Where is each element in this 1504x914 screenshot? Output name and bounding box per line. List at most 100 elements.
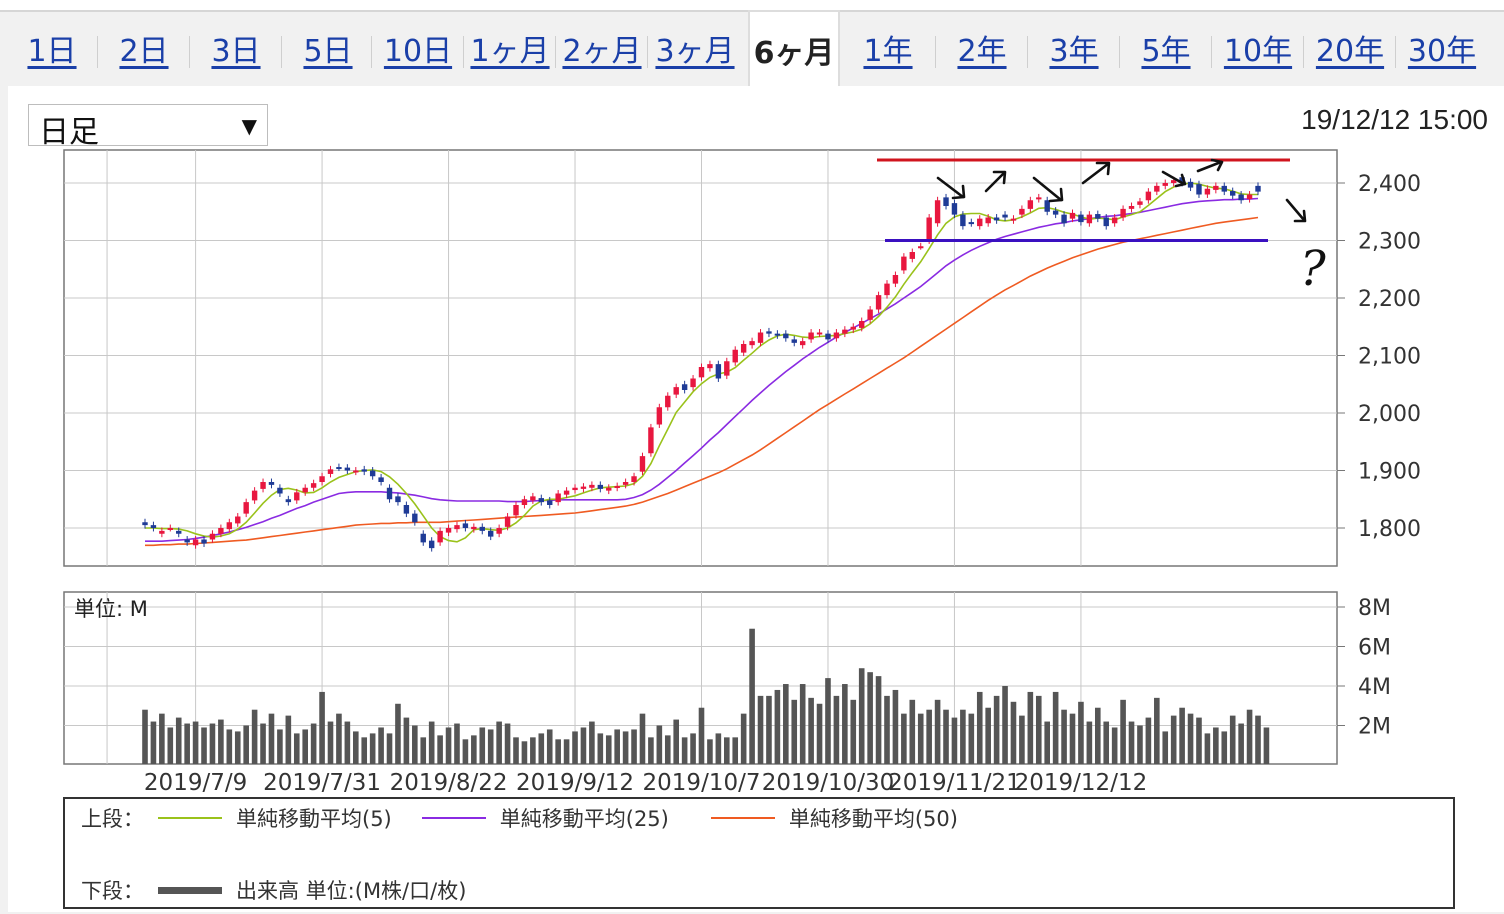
volume-bar — [268, 713, 275, 764]
candle-body — [1196, 184, 1202, 195]
volume-bar — [218, 719, 224, 764]
candle-body — [361, 469, 367, 472]
candle-body — [378, 477, 384, 482]
candle-body — [184, 539, 190, 543]
candle-body — [943, 197, 949, 206]
candle-body — [319, 476, 325, 482]
tab-period-2[interactable]: 3日 — [211, 34, 261, 69]
candle-body — [555, 493, 561, 503]
volume-bar — [538, 733, 545, 764]
tab-separator — [647, 36, 648, 68]
volume-bar — [513, 737, 519, 764]
candle-body — [884, 283, 890, 296]
volume-bar — [386, 733, 393, 764]
volume-bar — [1035, 695, 1042, 764]
volume-bar — [960, 709, 966, 764]
price-tick-label: 2,300 — [1358, 230, 1421, 255]
volume-bar — [336, 713, 342, 764]
tab-period-12[interactable]: 5年 — [1141, 34, 1191, 69]
candle-body — [302, 487, 308, 493]
volume-bar — [546, 729, 553, 764]
candle-body — [901, 256, 907, 271]
volume-bar — [867, 672, 873, 764]
tab-period-7[interactable]: 3ヶ月 — [655, 34, 735, 69]
volume-bar — [648, 737, 654, 764]
volume-bar — [471, 735, 477, 764]
candle-body — [1128, 206, 1135, 209]
candle-body — [816, 332, 823, 335]
volume-bar — [167, 727, 174, 764]
volume-bar — [774, 689, 781, 764]
tab-period-4[interactable]: 10日 — [383, 34, 453, 69]
tab-period-15[interactable]: 30年 — [1407, 34, 1477, 69]
volume-bar — [234, 731, 241, 764]
x-date-label: 2019/7/31 — [263, 770, 381, 796]
candle-body — [1111, 217, 1118, 224]
candle-body — [808, 332, 814, 340]
candle-body — [690, 378, 696, 388]
volume-bar — [563, 739, 570, 764]
volume-bar — [243, 725, 249, 764]
tab-separator — [1303, 36, 1304, 68]
arrow-up-icon — [1196, 158, 1224, 173]
tab-period-1[interactable]: 2日 — [119, 34, 169, 69]
arrow-head — [1210, 158, 1224, 172]
arrow-up-icon — [984, 170, 1007, 193]
x-date-label: 2019/12/12 — [1015, 770, 1148, 796]
volume-bar — [260, 723, 266, 764]
candle-body — [631, 476, 637, 482]
volume-bar — [783, 684, 789, 764]
volume-bar — [1196, 717, 1202, 764]
tab-period-13[interactable]: 10年 — [1223, 34, 1293, 69]
arrow-shaft — [1196, 160, 1223, 173]
volume-bar — [1019, 715, 1025, 764]
volume-bar — [175, 717, 182, 764]
candle-body — [656, 407, 663, 425]
volume-bar — [698, 707, 705, 764]
candle-body — [622, 482, 629, 485]
arrow-shaft — [984, 171, 1006, 193]
handwritten-question-mark: ? — [1300, 241, 1326, 297]
volume-bar — [909, 699, 916, 764]
candle-body — [1213, 185, 1219, 190]
interval-select[interactable]: 日足 ▼ — [28, 104, 268, 150]
x-date-label: 2019/9/12 — [516, 770, 634, 796]
volume-bar — [142, 709, 148, 764]
ma50-line — [145, 216, 1259, 547]
candle-body — [504, 516, 511, 527]
tab-period-3[interactable]: 5日 — [303, 34, 353, 69]
tab-period-8[interactable]: 6ヶ月 — [748, 10, 840, 88]
candle-body — [639, 456, 646, 472]
candle-body — [749, 341, 755, 346]
tab-period-5[interactable]: 1ヶ月 — [470, 34, 550, 69]
candle-body — [251, 490, 258, 501]
volume-bar — [1052, 691, 1059, 764]
tab-period-10[interactable]: 2年 — [957, 34, 1007, 69]
volume-bar — [555, 739, 561, 764]
arrow-head — [1174, 173, 1187, 188]
candle-body — [648, 427, 654, 454]
volume-bar — [816, 703, 823, 764]
candle-body — [757, 332, 764, 343]
candle-body — [1010, 218, 1017, 221]
candle-body — [698, 367, 705, 378]
volume-bar — [1154, 697, 1160, 764]
tab-period-14[interactable]: 20年 — [1315, 34, 1385, 69]
tab-period-11[interactable]: 3年 — [1049, 34, 1099, 69]
legend-ma5: 単純移動平均(5) — [236, 807, 392, 831]
legend-lower-label: 下段： — [81, 879, 144, 903]
legend-box: 上段： 単純移動平均(5) 単純移動平均(25) 単純移動平均(50) 下段： … — [63, 797, 1455, 909]
tab-period-0[interactable]: 1日 — [27, 34, 77, 69]
volume-bar — [681, 737, 688, 764]
volume-bar — [1128, 721, 1135, 764]
volume-tick-label: 6M — [1358, 636, 1391, 661]
candle-body — [951, 203, 958, 215]
tab-period-6[interactable]: 2ヶ月 — [562, 34, 642, 69]
candle-body — [1044, 200, 1050, 212]
tab-period-9[interactable]: 1年 — [863, 34, 913, 69]
candle-body — [732, 349, 738, 363]
volume-bar — [1120, 699, 1126, 764]
price-tick-label: 1,900 — [1358, 460, 1421, 485]
volume-bar — [150, 721, 157, 764]
volume-bar — [403, 717, 410, 764]
